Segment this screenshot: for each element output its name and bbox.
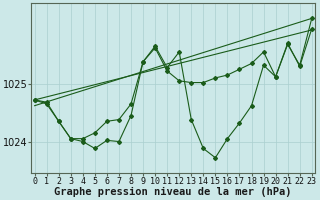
X-axis label: Graphe pression niveau de la mer (hPa): Graphe pression niveau de la mer (hPa) [54,187,292,197]
